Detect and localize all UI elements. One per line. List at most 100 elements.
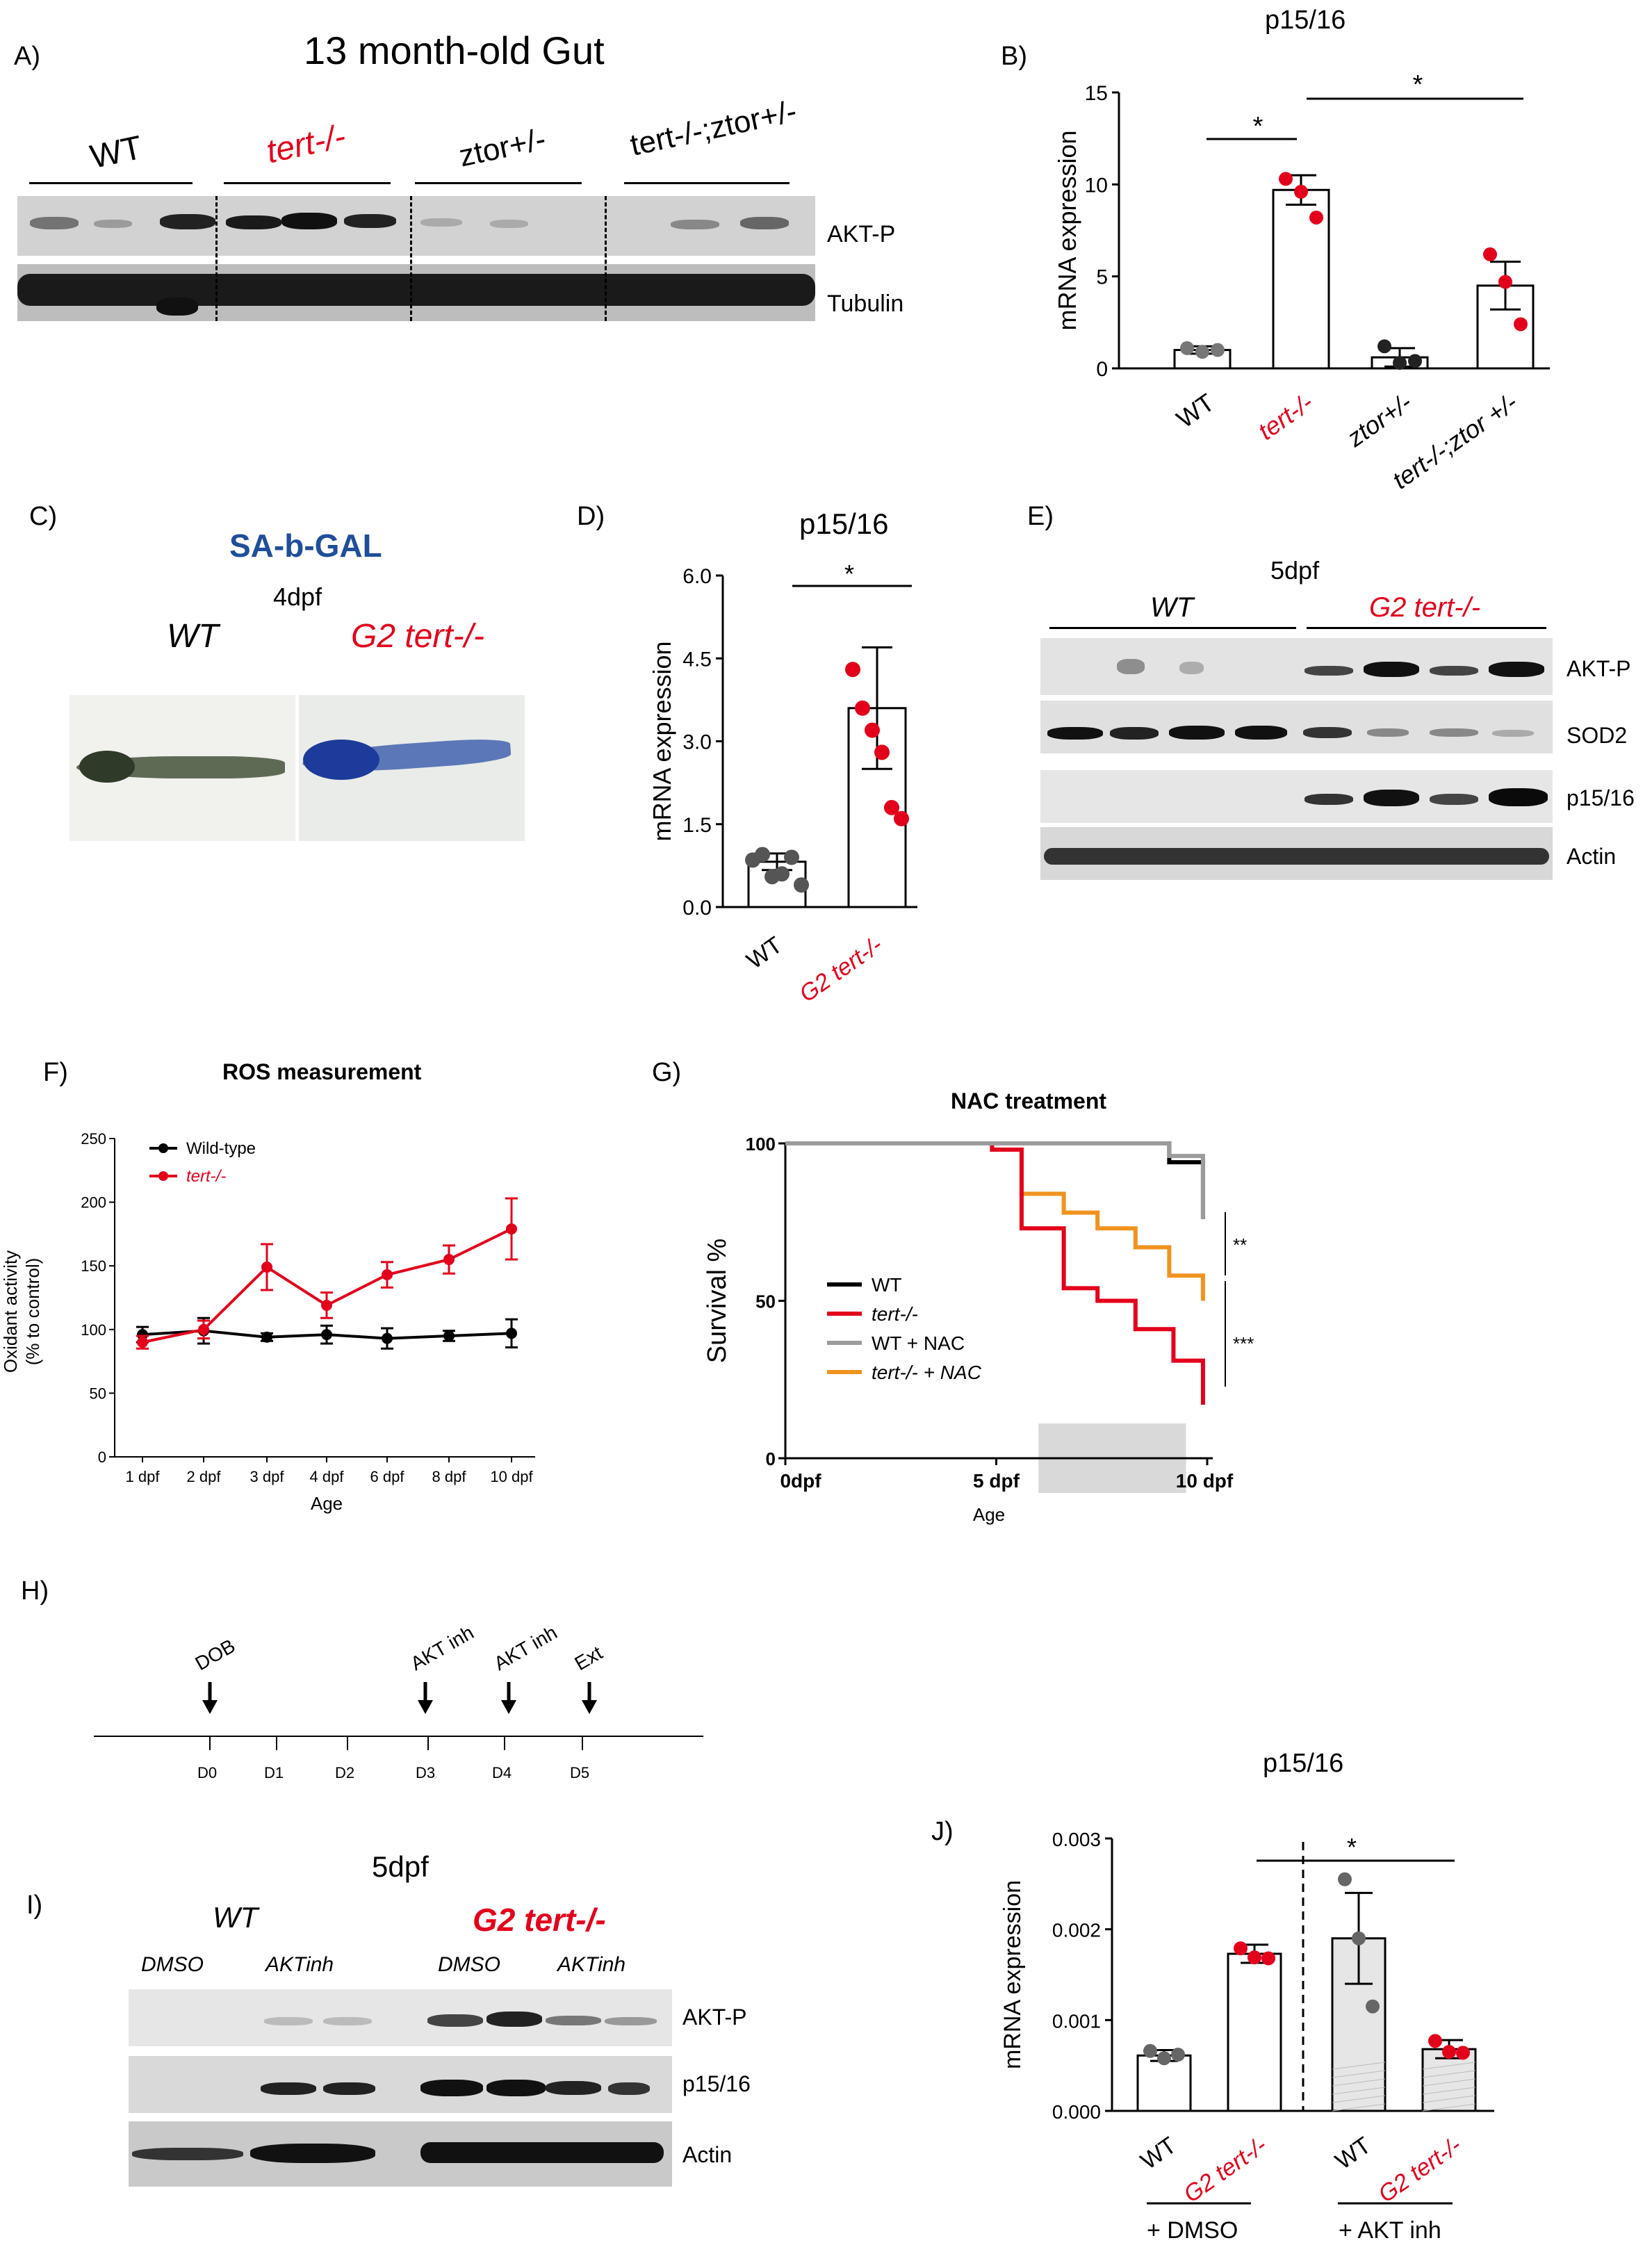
x-tick-label: 0dpf <box>780 1470 821 1492</box>
survival-curve <box>785 1141 1205 1219</box>
y-tick-label: 100 <box>746 1134 776 1154</box>
blot-a-group-line-1 <box>29 182 193 184</box>
blot-e-row-label-sod2: SOD2 <box>1567 723 1628 748</box>
y-axis-label: mRNA expression <box>648 641 676 841</box>
data-point <box>755 847 770 863</box>
data-point <box>443 1254 455 1266</box>
data-point <box>261 1331 272 1343</box>
sig-label: * <box>1413 70 1423 99</box>
blot-e-row-label-aktp: AKT-P <box>1567 656 1631 681</box>
data-point <box>137 1337 148 1348</box>
panel-e-title: 5dpf <box>1270 556 1320 585</box>
chart-j-title: p15/16 <box>1263 1749 1344 1778</box>
y-tick-label: 0.002 <box>1052 1920 1101 1941</box>
data-point <box>1338 1872 1352 1886</box>
panel-d-label: D) <box>577 502 605 531</box>
legend-marker <box>158 1143 168 1153</box>
legend-label: WT <box>872 1274 902 1296</box>
legend-label: tert-/- <box>872 1303 918 1325</box>
data-point <box>774 866 790 882</box>
data-point <box>1442 2045 1456 2059</box>
bar-hatch <box>1422 2070 1476 2078</box>
y-tick-label: 0 <box>98 1449 106 1466</box>
blot-e-sod2 <box>1040 701 1553 753</box>
event-arrowhead <box>501 1700 516 1714</box>
chart-g-title: NAC treatment <box>951 1088 1107 1113</box>
y-tick-label: 10 <box>1085 174 1108 197</box>
bar-hatch <box>1422 2078 1476 2087</box>
data-point <box>1408 354 1422 368</box>
legend-label: tert-/- <box>186 1167 226 1186</box>
blot-a-group-line-3 <box>415 182 582 184</box>
category-label: WT <box>1136 2132 1181 2174</box>
x-tick-label: 8 dpf <box>432 1468 467 1485</box>
y-tick-label: 50 <box>755 1291 776 1312</box>
y-axis-label: mRNA expression <box>999 1880 1026 2069</box>
event-arrowhead <box>582 1700 597 1714</box>
timeline-day-label: D5 <box>570 1764 589 1781</box>
sig-label: * <box>844 560 854 588</box>
x-tick-label: 6 dpf <box>370 1468 405 1485</box>
data-point <box>506 1328 517 1339</box>
blot-i-group-tert: G2 tert-/- <box>473 1902 606 1938</box>
blot-i-treatment-3: DMSO <box>438 1953 500 1976</box>
chart-d-title: p15/16 <box>799 507 889 540</box>
blot-a-row-label-aktp: AKT-P <box>827 221 896 247</box>
y-tick-label: 250 <box>81 1130 106 1148</box>
blot-i-aktp <box>129 1989 672 2046</box>
blot-i-p1516 <box>129 2056 672 2113</box>
data-point <box>1456 2046 1470 2060</box>
y-tick-label: 0 <box>1096 358 1108 381</box>
category-label: WT <box>1330 2132 1375 2174</box>
blot-a-divider-3 <box>605 196 607 321</box>
blot-e-row-label-actin: Actin <box>1567 844 1617 869</box>
data-point <box>443 1330 455 1341</box>
timeline-day-label: D1 <box>264 1764 284 1781</box>
x-tick-label: 10 dpf <box>1176 1470 1234 1492</box>
timeline-day-label: D3 <box>416 1764 435 1781</box>
x-tick-label: 4 dpf <box>310 1468 345 1485</box>
timeline-day-label: D0 <box>197 1764 217 1781</box>
sig-label: ** <box>1233 1234 1247 1255</box>
data-point <box>1309 210 1323 225</box>
data-point <box>845 662 860 678</box>
data-point <box>865 722 880 738</box>
data-point <box>1483 247 1497 261</box>
data-point <box>1261 1951 1275 1966</box>
panel-c-label: C) <box>29 502 58 531</box>
larva-tert-image <box>299 695 525 841</box>
sig-label: * <box>1347 1833 1357 1861</box>
data-point <box>1366 1999 1380 2014</box>
chart-j-bracket-label-akt: + AKT inh <box>1339 2217 1441 2244</box>
blot-e-group-tert: G2 tert-/- <box>1369 592 1481 623</box>
blot-a-divider-2 <box>410 196 412 321</box>
panel-i-label: I) <box>26 1891 43 1920</box>
y-tick-label: 4.5 <box>682 648 712 671</box>
data-point <box>137 1329 148 1341</box>
blot-i-row-label-actin: Actin <box>682 2142 733 2167</box>
y-tick-label: 5 <box>1096 266 1108 289</box>
blot-e-actin <box>1040 827 1553 880</box>
sig-label: * <box>1253 112 1263 141</box>
timeline-day-label: D2 <box>335 1764 354 1781</box>
blot-a-divider-1 <box>215 196 218 321</box>
event-arrowhead <box>202 1700 218 1714</box>
data-point <box>1377 339 1391 354</box>
data-point <box>382 1269 393 1281</box>
x-tick-label: 5 dpf <box>973 1470 1020 1492</box>
data-point <box>1157 2051 1171 2066</box>
bar <box>1227 1952 1282 2112</box>
data-point <box>1393 356 1407 370</box>
bar-hatch <box>1332 2087 1386 2095</box>
data-point <box>1498 275 1512 289</box>
panel-c-group-wt: WT <box>167 618 219 655</box>
chart-j-bracket-label-dmso: + DMSO <box>1147 2217 1238 2244</box>
data-point <box>261 1262 272 1273</box>
x-tick-label: 3 dpf <box>250 1468 285 1485</box>
sig-label: *** <box>1233 1333 1254 1354</box>
data-point <box>198 1323 209 1335</box>
